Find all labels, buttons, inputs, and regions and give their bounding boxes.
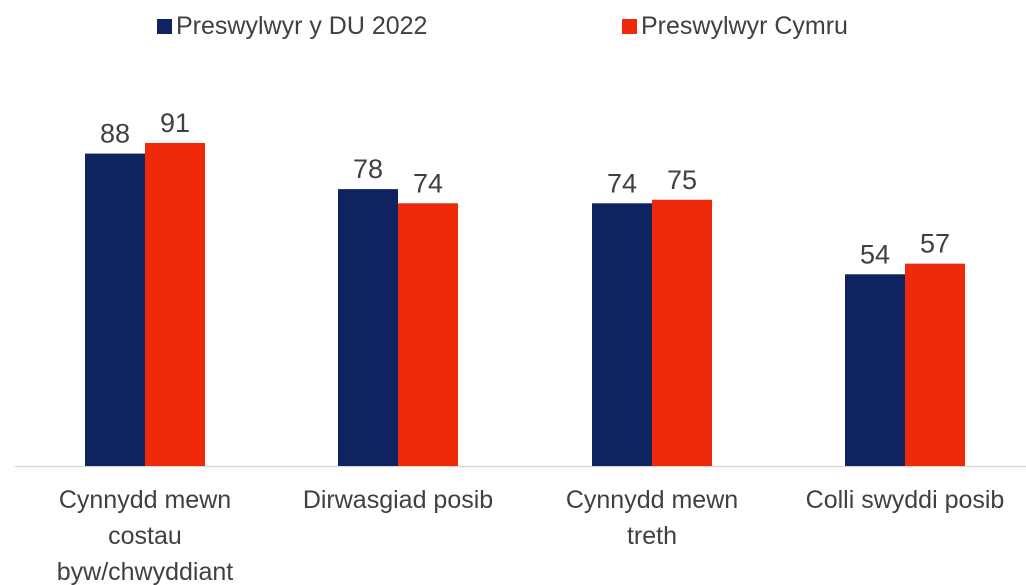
category-label-line: Colli swyddi posib <box>806 486 1005 514</box>
bar-uk-0 <box>85 153 145 466</box>
legend-item-wales: Preswylwyr Cymru <box>622 12 848 41</box>
data-label-uk-0: 88 <box>100 119 130 149</box>
data-label-wales-0: 91 <box>160 108 190 138</box>
legend-swatch-uk <box>157 19 172 34</box>
legend-item-uk: Preswylwyr y DU 2022 <box>157 12 427 41</box>
category-label-line: Dirwasgiad posib <box>303 486 493 514</box>
data-label-wales-1: 74 <box>413 168 443 198</box>
category-label-line: treth <box>627 522 677 550</box>
bar-uk-3 <box>845 274 905 466</box>
category-label-3: Colli swyddi posib <box>806 486 1005 514</box>
bar-wales-1 <box>398 203 458 467</box>
legend: Preswylwyr y DU 2022 Preswylwyr Cymru <box>0 12 1026 48</box>
data-label-uk-1: 78 <box>353 154 383 184</box>
category-label-0: Cynnydd mewn costau byw/chwyddiant <box>57 486 234 585</box>
category-label-2: Cynnydd mewn treth <box>566 486 738 550</box>
bar-uk-1 <box>338 189 398 466</box>
bar-wales-0 <box>145 142 205 466</box>
category-label-1: Dirwasgiad posib <box>303 486 493 514</box>
category-label-line: byw/chwyddiant <box>57 558 234 585</box>
legend-swatch-wales <box>622 19 637 34</box>
bar-wales-2 <box>652 199 712 466</box>
bar-uk-2 <box>592 203 652 467</box>
bar-wales-3 <box>905 263 965 466</box>
data-label-uk-2: 74 <box>607 168 637 198</box>
data-label-uk-3: 54 <box>860 239 890 269</box>
category-label-line: Cynnydd mewn <box>59 486 231 514</box>
category-label-line: costau <box>108 522 182 550</box>
legend-label-wales: Preswylwyr Cymru <box>641 12 848 40</box>
legend-label-uk: Preswylwyr y DU 2022 <box>176 12 428 40</box>
data-label-wales-2: 75 <box>667 165 697 195</box>
data-label-wales-3: 57 <box>920 229 950 259</box>
category-label-line: Cynnydd mewn <box>566 486 738 514</box>
